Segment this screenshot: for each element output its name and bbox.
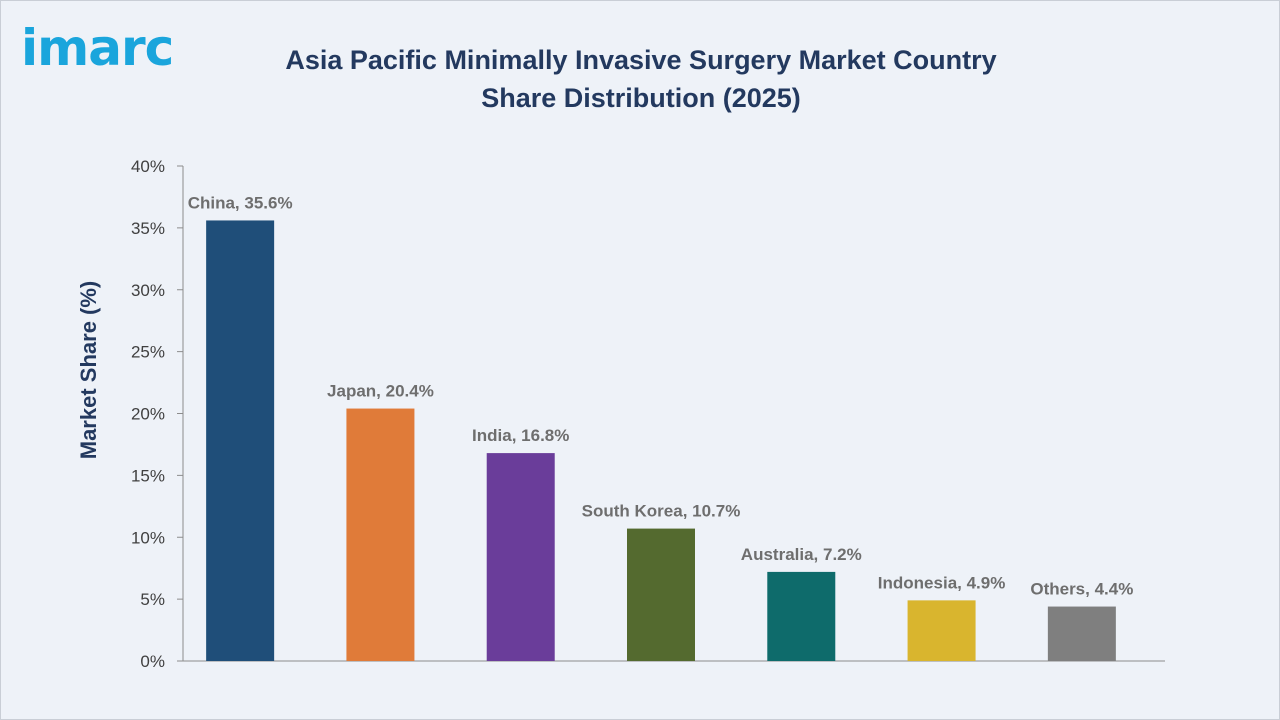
y-tick-label: 25%: [131, 343, 165, 362]
bar-india: [486, 453, 555, 661]
bar-china: [206, 220, 275, 661]
y-tick-label: 5%: [140, 590, 165, 609]
y-tick-label: 15%: [131, 466, 165, 485]
y-axis-title: Market Share (%): [76, 281, 101, 460]
data-label: Others, 4.4%: [1030, 580, 1133, 599]
bar-south-korea: [627, 528, 695, 661]
data-label: China, 35.6%: [188, 193, 293, 212]
data-label: Japan, 20.4%: [327, 382, 434, 401]
data-label: Indonesia, 4.9%: [878, 573, 1006, 592]
y-tick-label: 35%: [131, 219, 165, 238]
imarc-logo: imarc: [21, 19, 174, 77]
bar-australia: [767, 571, 836, 661]
y-tick-label: 10%: [131, 528, 165, 547]
bar-others: [1047, 606, 1116, 661]
bar-japan: [346, 408, 415, 661]
y-tick-label: 0%: [140, 652, 165, 671]
y-tick-label: 20%: [131, 405, 165, 424]
data-label: India, 16.8%: [472, 426, 569, 445]
y-tick-label: 40%: [131, 157, 165, 176]
y-tick-label: 30%: [131, 281, 165, 300]
data-label: Australia, 7.2%: [741, 545, 862, 564]
data-label: South Korea, 10.7%: [582, 502, 741, 521]
chart-title: Asia Pacific Minimally Invasive Surgery …: [285, 45, 997, 113]
bar-indonesia: [907, 600, 976, 661]
